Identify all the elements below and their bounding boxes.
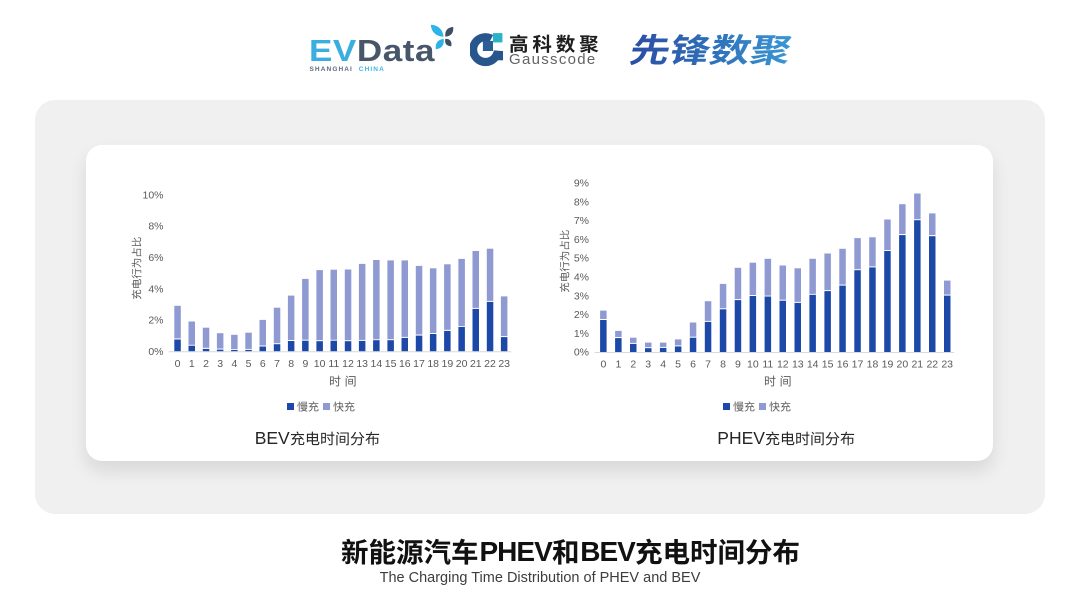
- svg-text:2%: 2%: [148, 315, 163, 327]
- svg-text:17: 17: [852, 359, 864, 371]
- svg-text:15: 15: [385, 358, 397, 370]
- svg-text:21: 21: [911, 359, 923, 371]
- svg-text:2: 2: [203, 358, 209, 370]
- svg-text:16: 16: [837, 359, 849, 371]
- svg-text:10: 10: [747, 359, 759, 371]
- svg-text:10%: 10%: [142, 189, 163, 201]
- svg-text:5: 5: [246, 358, 252, 370]
- svg-text:0%: 0%: [574, 347, 589, 359]
- svg-text:6%: 6%: [574, 234, 589, 246]
- svg-text:13: 13: [792, 359, 804, 371]
- svg-text:9: 9: [302, 358, 308, 370]
- svg-text:3: 3: [645, 359, 651, 371]
- svg-text:8%: 8%: [574, 196, 589, 208]
- svg-text:1%: 1%: [574, 328, 589, 340]
- svg-text:0: 0: [175, 358, 181, 370]
- svg-text:17: 17: [413, 358, 425, 370]
- svg-text:2: 2: [630, 359, 636, 371]
- svg-text:10: 10: [314, 358, 326, 370]
- svg-text:11: 11: [762, 359, 773, 371]
- svg-text:9%: 9%: [574, 178, 589, 190]
- svg-text:7%: 7%: [574, 215, 589, 227]
- svg-text:7: 7: [274, 358, 280, 370]
- svg-text:18: 18: [867, 359, 879, 371]
- svg-text:18: 18: [427, 358, 439, 370]
- svg-text:7: 7: [705, 359, 711, 371]
- svg-text:4: 4: [660, 359, 666, 371]
- svg-text:14: 14: [807, 359, 819, 371]
- svg-text:4%: 4%: [148, 283, 163, 295]
- svg-text:5: 5: [675, 359, 681, 371]
- svg-text:20: 20: [897, 359, 909, 371]
- svg-text:8: 8: [720, 359, 726, 371]
- svg-text:9: 9: [735, 359, 741, 371]
- svg-text:1: 1: [615, 359, 621, 371]
- svg-text:19: 19: [442, 358, 454, 370]
- svg-text:2%: 2%: [574, 309, 589, 321]
- svg-text:3: 3: [217, 358, 223, 370]
- svg-text:4%: 4%: [574, 272, 589, 284]
- svg-text:11: 11: [328, 358, 339, 370]
- svg-text:4: 4: [231, 358, 237, 370]
- svg-text:13: 13: [356, 358, 368, 370]
- svg-text:14: 14: [371, 358, 383, 370]
- svg-text:12: 12: [777, 359, 789, 371]
- svg-text:6: 6: [260, 358, 266, 370]
- svg-text:16: 16: [399, 358, 411, 370]
- svg-text:6%: 6%: [148, 252, 163, 264]
- svg-text:23: 23: [941, 359, 953, 371]
- svg-text:20: 20: [456, 358, 468, 370]
- svg-text:15: 15: [822, 359, 834, 371]
- svg-text:6: 6: [690, 359, 696, 371]
- svg-text:22: 22: [484, 358, 496, 370]
- svg-text:5%: 5%: [574, 253, 589, 265]
- svg-text:23: 23: [498, 358, 510, 370]
- svg-text:8%: 8%: [148, 221, 163, 233]
- svg-text:0: 0: [600, 359, 606, 371]
- svg-text:19: 19: [882, 359, 894, 371]
- svg-text:0%: 0%: [148, 346, 163, 358]
- svg-text:8: 8: [288, 358, 294, 370]
- svg-text:22: 22: [926, 359, 938, 371]
- svg-text:21: 21: [470, 358, 482, 370]
- svg-text:3%: 3%: [574, 290, 589, 302]
- svg-text:1: 1: [189, 358, 195, 370]
- svg-text:12: 12: [342, 358, 354, 370]
